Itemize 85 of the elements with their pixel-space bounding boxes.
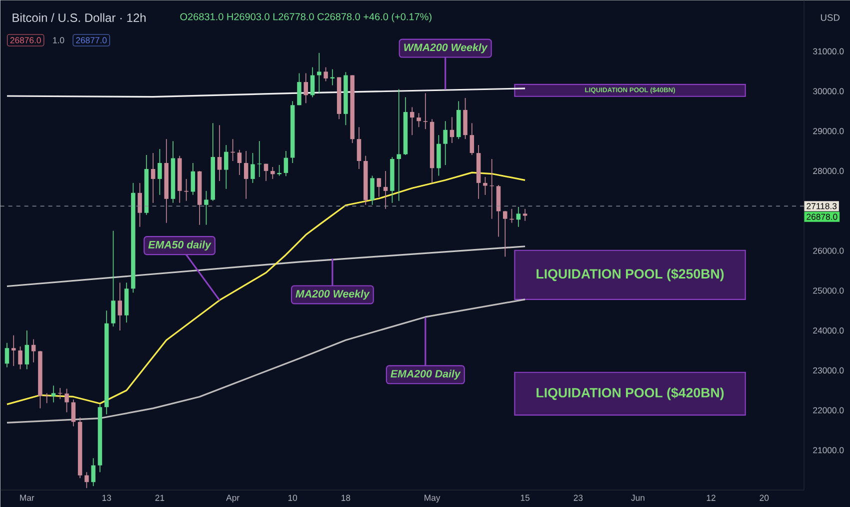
candlestick (383, 170, 388, 210)
x-tick-label: Mar (20, 494, 34, 501)
candlestick (64, 388, 69, 413)
candlestick (277, 164, 282, 176)
candlestick (158, 148, 162, 196)
y-tick-label: 29000.0 (813, 128, 844, 134)
y-axis-title: USD (820, 14, 840, 21)
candlestick (304, 72, 308, 104)
candlestick (250, 152, 255, 184)
candlestick (416, 112, 421, 128)
candlestick (376, 178, 382, 198)
x-tick-label: 13 (102, 494, 112, 501)
annotation: EMA200 Daily (390, 370, 461, 380)
candlestick (330, 68, 335, 86)
candlestick (516, 206, 521, 228)
annotation: 26876.0 (10, 37, 41, 44)
candlestick (284, 150, 288, 177)
annotation: MA200 Weekly (296, 290, 370, 300)
candlestick (204, 190, 208, 226)
y-tick-label: 26000.0 (813, 248, 844, 254)
candlestick (423, 92, 428, 130)
candlestick (11, 334, 16, 366)
text: 26878.0 (806, 214, 838, 220)
candlestick (224, 144, 228, 190)
candlestick (522, 208, 528, 222)
y-tick-label: 24000.0 (813, 327, 844, 334)
candlestick (244, 150, 248, 200)
candlestick (217, 124, 222, 182)
x-tick-label: 21 (155, 494, 164, 501)
x-tick-label: Jun (631, 494, 644, 501)
candlestick (450, 116, 454, 144)
x-tick-label: 10 (288, 494, 298, 501)
candlestick (111, 230, 116, 327)
candlestick (31, 338, 36, 363)
x-tick-label: 18 (342, 494, 350, 501)
x-tick-label: 23 (574, 494, 583, 501)
candlestick (138, 182, 142, 228)
annotation: WMA200 Weekly (404, 43, 488, 54)
x-tick-label: Apr (226, 494, 240, 503)
y-tick-label: 22000.0 (813, 407, 844, 414)
candlestick (297, 72, 302, 106)
candlestick (270, 166, 275, 180)
candlestick (4, 342, 10, 368)
ref-line-label: 27118.3 (806, 203, 837, 210)
text: Bitcoin / U.S. Dollar · 12h (12, 13, 146, 22)
candlestick (18, 346, 22, 370)
candlestick (118, 282, 122, 331)
candlestick (324, 66, 328, 82)
annotation: 1.0 (53, 37, 64, 44)
y-tick-label: 28000.0 (813, 168, 844, 174)
candlestick (264, 163, 268, 182)
candlestick (490, 158, 494, 220)
candlestick (317, 52, 322, 94)
y-tick-label: 23000.0 (813, 367, 844, 374)
y-tick-label: 25000.0 (813, 288, 844, 294)
candlestick (51, 385, 56, 403)
x-tick-label: 15 (520, 494, 530, 501)
x-tick-label: 20 (760, 494, 769, 501)
candlestick (84, 472, 89, 488)
band-label: LIQUIDATION POOL ($250BN) (536, 268, 724, 282)
candlestick (44, 392, 49, 404)
candlestick (443, 120, 448, 166)
candlestick (150, 152, 156, 204)
annotation: EMA50 daily (148, 240, 212, 251)
candlestick (190, 162, 196, 196)
annotation: 26877.0 (76, 37, 107, 44)
candlestick (24, 330, 30, 370)
candlestick (470, 122, 474, 156)
candlestick (370, 175, 374, 206)
candlestick (410, 106, 414, 136)
x-tick-label: 12 (706, 494, 716, 501)
candlestick (356, 126, 362, 170)
candlestick (91, 458, 96, 486)
candlestick (310, 66, 315, 98)
candlestick (71, 399, 76, 427)
y-tick-label: 31000.0 (813, 48, 844, 54)
y-tick-label: 30000.0 (813, 88, 844, 94)
candlestick (237, 149, 242, 176)
x-tick-label: May (424, 494, 440, 503)
text: O26831.0 H26903.0 L26778.0 C26878.0 +46.0 (+0.17%) (180, 12, 432, 22)
candlestick (483, 176, 488, 196)
candlestick (503, 210, 508, 258)
candlestick (396, 88, 401, 202)
band-label: LIQUIDATION POOL ($420BN) (536, 387, 724, 400)
y-tick-label: 21000.0 (813, 447, 844, 454)
